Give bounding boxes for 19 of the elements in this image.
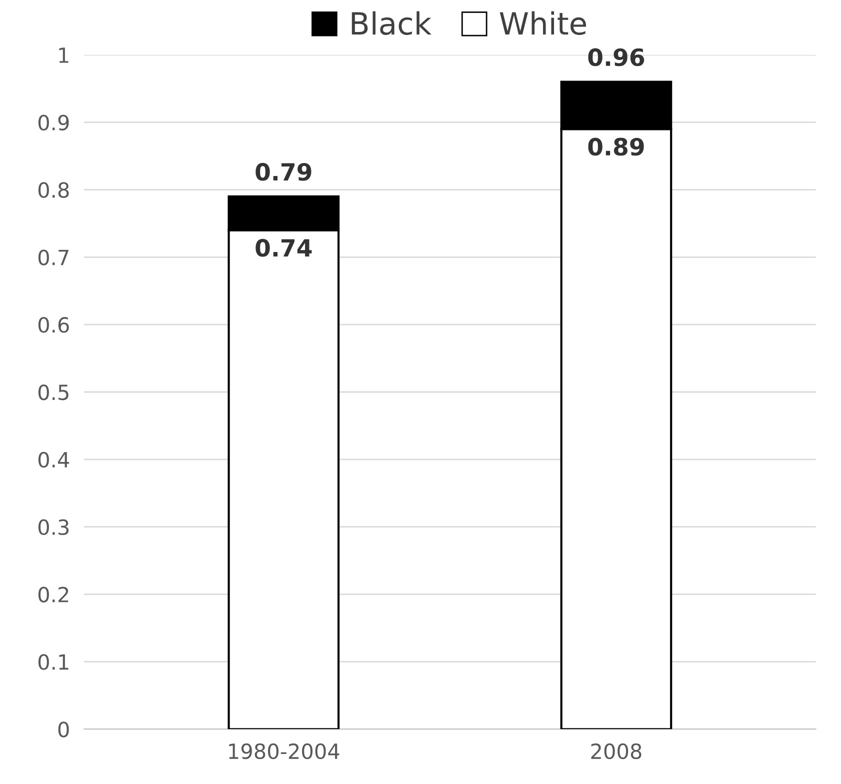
legend-label: Black [352, 11, 432, 35]
x-tick-label: 1980-2004 [229, 743, 340, 760]
y-tick-label: 0.8 [38, 182, 69, 198]
data-label: 0.74 [256, 238, 312, 257]
y-tick-label: 0 [58, 722, 69, 738]
y-tick-label: 0.6 [38, 317, 69, 333]
y-tick-label: 0.4 [38, 452, 70, 468]
y-tick-label: 0.2 [38, 586, 68, 602]
y-tick-label: 0.9 [38, 114, 69, 131]
total-label: 0.96 [588, 48, 644, 66]
y-tick-label: 1 [59, 48, 68, 63]
x-tick-label: 2008 [591, 743, 642, 760]
y-tick-label: 0.1 [38, 654, 68, 670]
y-tick-label: 0.3 [38, 519, 69, 536]
data-label: 0.89 [588, 138, 644, 156]
y-tick-label: 0.5 [38, 384, 68, 400]
legend-label: White [500, 11, 586, 35]
y-tick-label: 0.7 [38, 250, 68, 266]
total-label: 0.79 [256, 162, 312, 181]
